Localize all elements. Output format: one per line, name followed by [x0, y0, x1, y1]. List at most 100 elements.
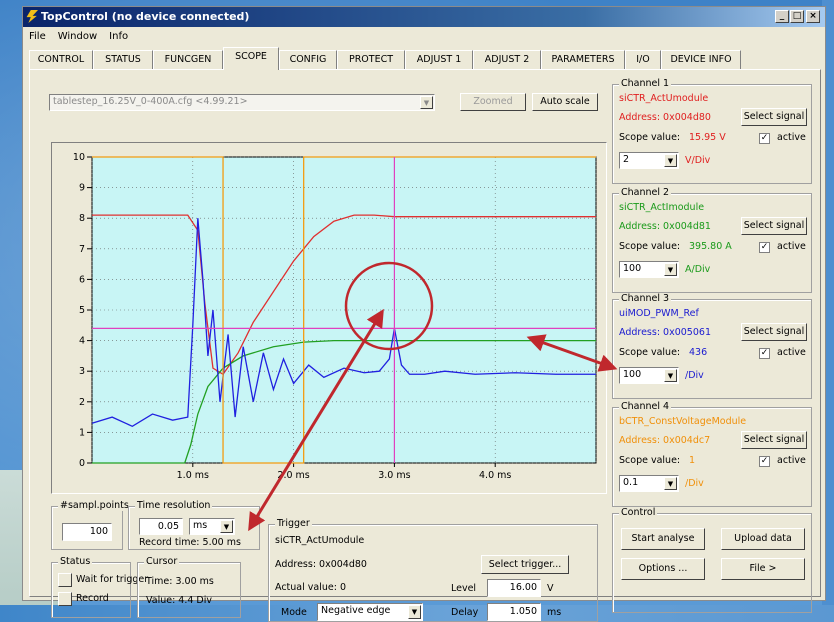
chevron-down-icon: ▼ [408, 605, 421, 619]
trigger-level-field[interactable]: 16.00 [487, 579, 541, 597]
tab-io[interactable]: I/O [625, 50, 661, 69]
scope-chart-svg: 0 1 2 3 4 5 6 7 8 9 10 1.0 ms 2.0 ms 3.0 ms 4.0 ms [73, 152, 597, 481]
active-label: active [777, 132, 806, 143]
options-button[interactable]: Options ... [621, 558, 705, 580]
cursor-value: Value: 4.4 Div [146, 595, 213, 606]
tab-adjust-1[interactable]: ADJUST 1 [405, 50, 473, 69]
tab-scope[interactable]: SCOPE [223, 47, 279, 70]
active-label: active [777, 241, 806, 252]
trigger-address: Address: 0x004d80 [275, 559, 367, 570]
scope-plot[interactable]: 0 1 2 3 4 5 6 7 8 9 10 1.0 ms 2.0 ms 3.0 ms 4.0 ms [51, 142, 607, 494]
active-checkbox[interactable]: ✓ [759, 456, 770, 467]
file-button[interactable]: File > [721, 558, 805, 580]
maximize-button[interactable]: □ [790, 10, 804, 23]
active-checkbox[interactable]: ✓ [759, 133, 770, 144]
channel-scope-value: 436 [689, 347, 708, 358]
channel-legend: Channel 1 [619, 78, 672, 89]
channel-div-select[interactable]: 2 ▼ [619, 152, 679, 169]
wait-trigger-led [58, 573, 72, 587]
time-resolution-group: Time resolution 0.05 ms ▼ Record time: 5… [128, 500, 260, 550]
select-signal-button[interactable]: Select signal [741, 217, 807, 235]
trigger-mode-value: Negative edge [321, 605, 391, 616]
samples-field[interactable]: 100 [62, 523, 112, 541]
channel-scope-label: Scope value: [619, 347, 681, 358]
channel-div-value: 0.1 [623, 477, 639, 488]
channel-address: Address: 0x004d81 [619, 221, 711, 232]
select-signal-button[interactable]: Select signal [741, 323, 807, 341]
channel-scope-value: 1 [689, 455, 696, 466]
tab-protect[interactable]: PROTECT [337, 50, 405, 69]
tab-status[interactable]: STATUS [93, 50, 153, 69]
y-tick-label: 1 [79, 427, 85, 438]
channel-div-value: 2 [623, 154, 630, 165]
tab-adjust-2[interactable]: ADJUST 2 [473, 50, 541, 69]
select-trigger-button[interactable]: Select trigger... [481, 555, 569, 574]
channel-signal: uiMOD_PWM_Ref [619, 308, 699, 319]
control-legend: Control [619, 507, 658, 518]
channel-div-select[interactable]: 100 ▼ [619, 261, 679, 278]
active-checkbox[interactable]: ✓ [759, 348, 770, 359]
upload-data-button[interactable]: Upload data [721, 528, 805, 550]
active-label: active [777, 455, 806, 466]
channel-3-group: Channel 3 uiMOD_PWM_Ref Address: 0x005061 S… [612, 293, 812, 399]
trigger-delay-field[interactable]: 1.050 [487, 603, 541, 621]
menu-info[interactable]: Info [109, 31, 129, 42]
x-tick-label: 1.0 ms [177, 470, 209, 481]
tab-config[interactable]: CONFIG [279, 50, 337, 69]
x-tick-label: 4.0 ms [479, 470, 511, 481]
chevron-down-icon: ▼ [664, 477, 677, 490]
channel-signal: bCTR_ConstVoltageModule [619, 416, 747, 427]
status-group: Status Wait for trigger Record [51, 556, 148, 618]
time-resolution-field[interactable]: 0.05 [139, 518, 183, 535]
tab-device-info[interactable]: DEVICE INFO [661, 50, 741, 69]
chevron-down-icon: ▼ [664, 154, 677, 167]
channel-legend: Channel 3 [619, 293, 672, 304]
channel-1-group: Channel 1 siCTR_ActUmodule Address: 0x004d… [612, 78, 812, 184]
channel-scope-label: Scope value: [619, 132, 681, 143]
channel-address: Address: 0x004d80 [619, 112, 711, 123]
record-label: Record [76, 593, 109, 604]
y-tick-label: 5 [79, 305, 85, 316]
minimize-button[interactable]: _ [775, 10, 789, 23]
channel-4-group: Channel 4 bCTR_ConstVoltageModule Address:… [612, 401, 812, 507]
app-logo-icon [26, 10, 38, 23]
chevron-down-icon: ▼ [664, 369, 677, 382]
channel-div-select[interactable]: 0.1 ▼ [619, 475, 679, 492]
config-file-select[interactable]: tablestep_16.25V_0-400A.cfg <4.99.21> ▼ [49, 94, 435, 111]
select-signal-button[interactable]: Select signal [741, 108, 807, 126]
menu-window[interactable]: Window [57, 31, 98, 42]
y-tick-label: 6 [79, 274, 85, 285]
x-tick-label: 3.0 ms [378, 470, 410, 481]
auto-scale-button[interactable]: Auto scale [532, 93, 598, 111]
channel-address-text: Address: 0x004d81 [619, 221, 711, 232]
scope-panel: tablestep_16.25V_0-400A.cfg <4.99.21> ▼ … [29, 69, 821, 622]
channel-address: Address: 0x004dc7 [619, 435, 710, 446]
y-tick-label: 9 [79, 183, 85, 194]
channel-address-text: Address: 0x004dc7 [619, 435, 711, 446]
tab-funcgen[interactable]: FUNCGEN [153, 50, 223, 69]
tab-parameters[interactable]: PARAMETERS [541, 50, 625, 69]
channel-legend: Channel 4 [619, 401, 672, 412]
time-unit-select[interactable]: ms ▼ [189, 518, 235, 535]
trigger-level-unit: V [547, 583, 554, 594]
trigger-actual-value: Actual value: 0 [275, 582, 346, 593]
select-signal-button[interactable]: Select signal [741, 431, 807, 449]
start-analyse-button[interactable]: Start analyse [621, 528, 705, 550]
tab-control[interactable]: CONTROL [29, 50, 93, 69]
trigger-delay-label: Delay [451, 607, 479, 618]
channel-scope-label: Scope value: [619, 455, 681, 466]
active-checkbox[interactable]: ✓ [759, 242, 770, 253]
zoomed-button[interactable]: Zoomed [460, 93, 526, 111]
trigger-level-label: Level [451, 583, 477, 594]
channel-div-select[interactable]: 100 ▼ [619, 367, 679, 384]
trigger-mode-select[interactable]: Negative edge ▼ [317, 603, 423, 621]
close-button[interactable]: × [806, 10, 820, 23]
channel-signal: siCTR_ActUmodule [619, 93, 709, 104]
trigger-group: Trigger siCTR_ActUmodule Address: 0x004d… [268, 518, 598, 622]
channel-div-unit: V/Div [685, 155, 711, 166]
y-tick-label: 4 [79, 336, 85, 347]
menu-file[interactable]: File [29, 31, 46, 42]
window-title: TopControl (no device connected) [41, 10, 250, 23]
trigger-legend: Trigger [275, 518, 312, 529]
x-tick-label: 2.0 ms [277, 470, 309, 481]
